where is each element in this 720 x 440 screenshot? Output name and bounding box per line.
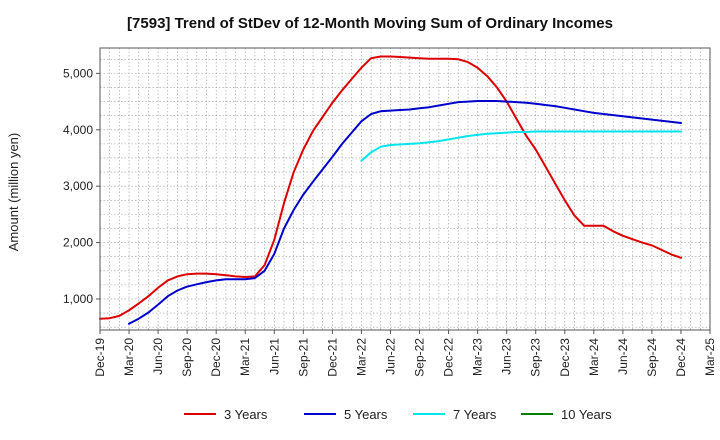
y-tick-labels: 1,000 2,000 3,000 4,000 5,000 [63,66,100,306]
x-tick-label: Dec-24 [674,338,688,377]
y-tick-label: 2,000 [63,236,93,250]
y-tick-label: 4,000 [63,123,93,137]
series-line-5-years [128,100,682,325]
x-tick-label: Sep-23 [529,338,543,377]
x-tick-label: Dec-21 [325,338,339,377]
y-tick-label: 1,000 [63,292,93,306]
y-tick-label: 5,000 [63,66,93,80]
legend-label-7-years: 7 Years [453,407,497,422]
x-tick-label: Dec-22 [442,338,456,377]
x-tick-label: Mar-22 [354,338,368,376]
x-tick-label: Sep-24 [645,338,659,377]
y-axis-label: Amount (million yen) [6,133,21,252]
x-tick-label: Jun-23 [500,338,514,375]
x-tick-label: Sep-20 [180,338,194,377]
x-tick-label: Dec-20 [209,338,223,377]
x-tick-label: Sep-22 [413,338,427,377]
legend-label-5-years: 5 Years [344,407,388,422]
y-tick-label: 3,000 [63,179,93,193]
series-line-7-years [360,130,682,162]
x-tick-label: Jun-22 [383,338,397,375]
x-tick-label: Mar-25 [703,338,717,376]
chart-title: [7593] Trend of StDev of 12-Month Moving… [127,15,613,32]
legend-label-10-years: 10 Years [561,407,612,422]
x-tick-label: Mar-21 [238,338,252,376]
x-tick-label: Sep-21 [296,338,310,377]
x-tick-label: Dec-23 [558,338,572,377]
x-tick-label: Mar-23 [471,338,485,376]
legend: 3 Years 5 Years 7 Years 10 Years [184,407,612,422]
plot-frame [99,47,711,331]
series-line-3-years [99,55,682,320]
series-layer [99,55,682,325]
legend-label-3-years: 3 Years [224,407,268,422]
x-tick-label: Mar-24 [587,338,601,376]
x-tick-label: Jun-20 [151,338,165,375]
x-tick-labels: Dec-19 Mar-20 Jun-20 Sep-20 Dec-20 Mar-21 Jun-… [93,330,717,377]
grid [99,48,711,330]
x-tick-label: Mar-20 [122,338,136,376]
x-tick-label: Jun-21 [267,338,281,375]
x-tick-label: Dec-19 [93,338,107,377]
x-tick-label: Jun-24 [616,338,630,375]
